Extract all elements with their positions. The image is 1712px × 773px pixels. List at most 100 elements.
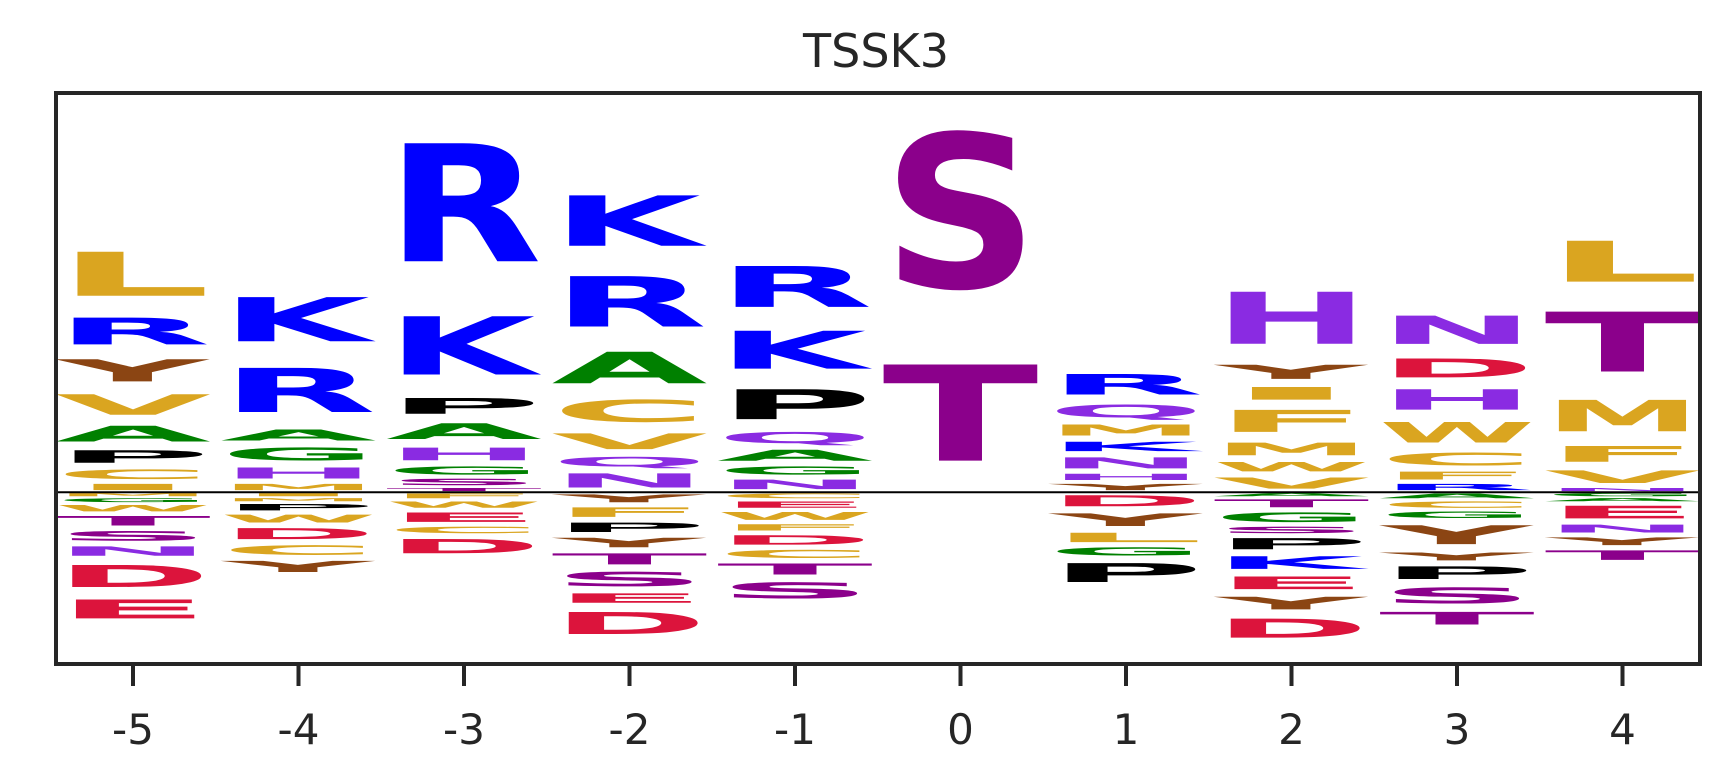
logo-letter-l: L <box>1048 530 1204 545</box>
logo-letter-a: A <box>386 419 542 444</box>
logo-letter-a: A <box>717 447 873 465</box>
logo-letter-g: G <box>386 464 542 477</box>
logo-letter-i: I <box>1214 384 1370 404</box>
x-tick-label: -2 <box>609 705 651 754</box>
x-axis: -5 -4 -3 -2 -1 0 1 2 3 4 <box>112 664 1636 754</box>
logo-letter-k: K <box>717 321 873 381</box>
logo-letter-p: P <box>1214 535 1370 553</box>
logo-letter-f: F <box>1545 442 1701 467</box>
logo-letter-f: F <box>552 505 708 520</box>
logo-letter-s: S <box>1379 583 1535 608</box>
logo-letter-g: G <box>717 464 873 477</box>
logo-letter-c: C <box>717 492 873 500</box>
logo-letter-p: P <box>221 502 377 512</box>
logo-letter-t: T <box>717 561 873 579</box>
logo-letter-c: C <box>386 525 542 535</box>
logo-letter-f: F <box>386 492 542 500</box>
logo-letter-r: R <box>552 263 708 343</box>
logo-letter-c: C <box>717 548 873 561</box>
logo-letter-h: H <box>1379 384 1535 417</box>
logo-letter-k: K <box>386 300 541 393</box>
logo-letter-q: Q <box>552 454 708 469</box>
logo-letter-t: T <box>1545 295 1701 391</box>
logo-letter-s: S <box>552 568 708 591</box>
logo-letter-y: Y <box>551 535 708 550</box>
logo-letter-g: G <box>221 444 377 464</box>
logo-letter-g: G <box>55 497 211 503</box>
logo-letter-m: M <box>1048 422 1204 440</box>
logo-letter-y: Y <box>1213 593 1369 613</box>
logo-letter-s: S <box>883 92 1039 338</box>
logo-letter-s: S <box>717 578 873 603</box>
x-tick-label: -5 <box>112 705 154 754</box>
logo-letter-e: E <box>717 500 873 510</box>
logo-letter-g: G <box>1545 492 1701 497</box>
logo-letter-v: V <box>55 389 211 422</box>
x-tick-label: 2 <box>1278 705 1305 754</box>
logo-letter-p: P <box>717 381 873 429</box>
logo-letter-k: K <box>1214 553 1370 573</box>
logo-letter-w: W <box>717 510 873 523</box>
logo-letter-t: T <box>552 550 708 568</box>
logo-letter-w: W <box>221 512 377 525</box>
logo-letter-y: Y <box>1378 520 1534 550</box>
logo-letter-a: A <box>1379 492 1535 500</box>
logo-letter-p: P <box>552 520 708 535</box>
logo-letter-p: P <box>1379 563 1535 583</box>
logo-letter-n: N <box>1379 308 1535 353</box>
logo-letter-e: E <box>55 594 211 624</box>
logo-letter-f: F <box>1379 470 1535 483</box>
logo-letter-n: N <box>717 477 873 492</box>
logo-letter-y: Y <box>220 558 377 576</box>
logo-letter-q: Q <box>1048 401 1204 421</box>
logo-letter-n: N <box>1545 487 1701 492</box>
logo-letter-m: M <box>55 492 211 497</box>
logo-letter-v: V <box>552 429 708 454</box>
logo-letter-l: L <box>1545 229 1701 294</box>
logo-letter-h: H <box>386 444 542 464</box>
logo-letter-y: Y <box>1378 550 1535 563</box>
logo-letter-m: M <box>221 497 377 502</box>
logo-letter-r: R <box>1048 369 1204 402</box>
logo-letter-y: Y <box>551 492 708 505</box>
logo-letter-r: R <box>1379 482 1535 492</box>
logo-letter-e: E <box>1545 502 1701 522</box>
logo-letter-q: Q <box>717 429 873 447</box>
x-tick-label: -4 <box>278 705 320 754</box>
logo-letter-t: T <box>55 514 211 529</box>
logo-letter-m: M <box>1545 391 1701 441</box>
logo-letter-e: E <box>1214 573 1370 593</box>
logo-letter-r: R <box>386 112 542 300</box>
logo-letter-e: E <box>386 510 542 525</box>
logo-letter-d: D <box>55 559 211 594</box>
logo-letter-e: E <box>552 591 708 606</box>
logo-letter-t: T <box>1545 548 1701 563</box>
logo-letter-k: K <box>221 285 376 355</box>
logo-letter-h: H <box>1214 278 1370 361</box>
logo-letter-a: A <box>552 344 708 394</box>
logo-letter-h: H <box>1048 472 1204 482</box>
logo-letter-a: A <box>55 421 211 446</box>
logo-letter-c: C <box>1379 500 1535 510</box>
logo-letter-t: T <box>883 339 1039 492</box>
logo-letter-m: M <box>221 482 377 492</box>
x-tick-label: 1 <box>1113 705 1140 754</box>
logo-letter-a: A <box>1545 497 1701 502</box>
logo-letter-d: D <box>1214 613 1370 643</box>
logo-letter-s: S <box>386 477 542 487</box>
logo-letter-g: G <box>1048 545 1204 558</box>
logo-letter-p: P <box>386 394 542 419</box>
logo-letter-f: F <box>717 523 873 533</box>
logo-letter-y: Y <box>1047 510 1203 530</box>
x-tick-label: 4 <box>1609 705 1636 754</box>
logo-letter-r: R <box>221 356 377 426</box>
logo-letter-g: G <box>1379 510 1535 520</box>
logo-letter-r: R <box>55 311 211 354</box>
logo-letter-k: K <box>552 182 708 262</box>
logo-letter-p: P <box>55 447 211 467</box>
logo-letter-d: D <box>552 606 708 641</box>
logo-letter-y: Y <box>1213 361 1369 384</box>
logo-letter-i: I <box>55 482 211 492</box>
logo-letter-h: H <box>221 465 377 483</box>
logo-letter-c: C <box>221 543 377 558</box>
